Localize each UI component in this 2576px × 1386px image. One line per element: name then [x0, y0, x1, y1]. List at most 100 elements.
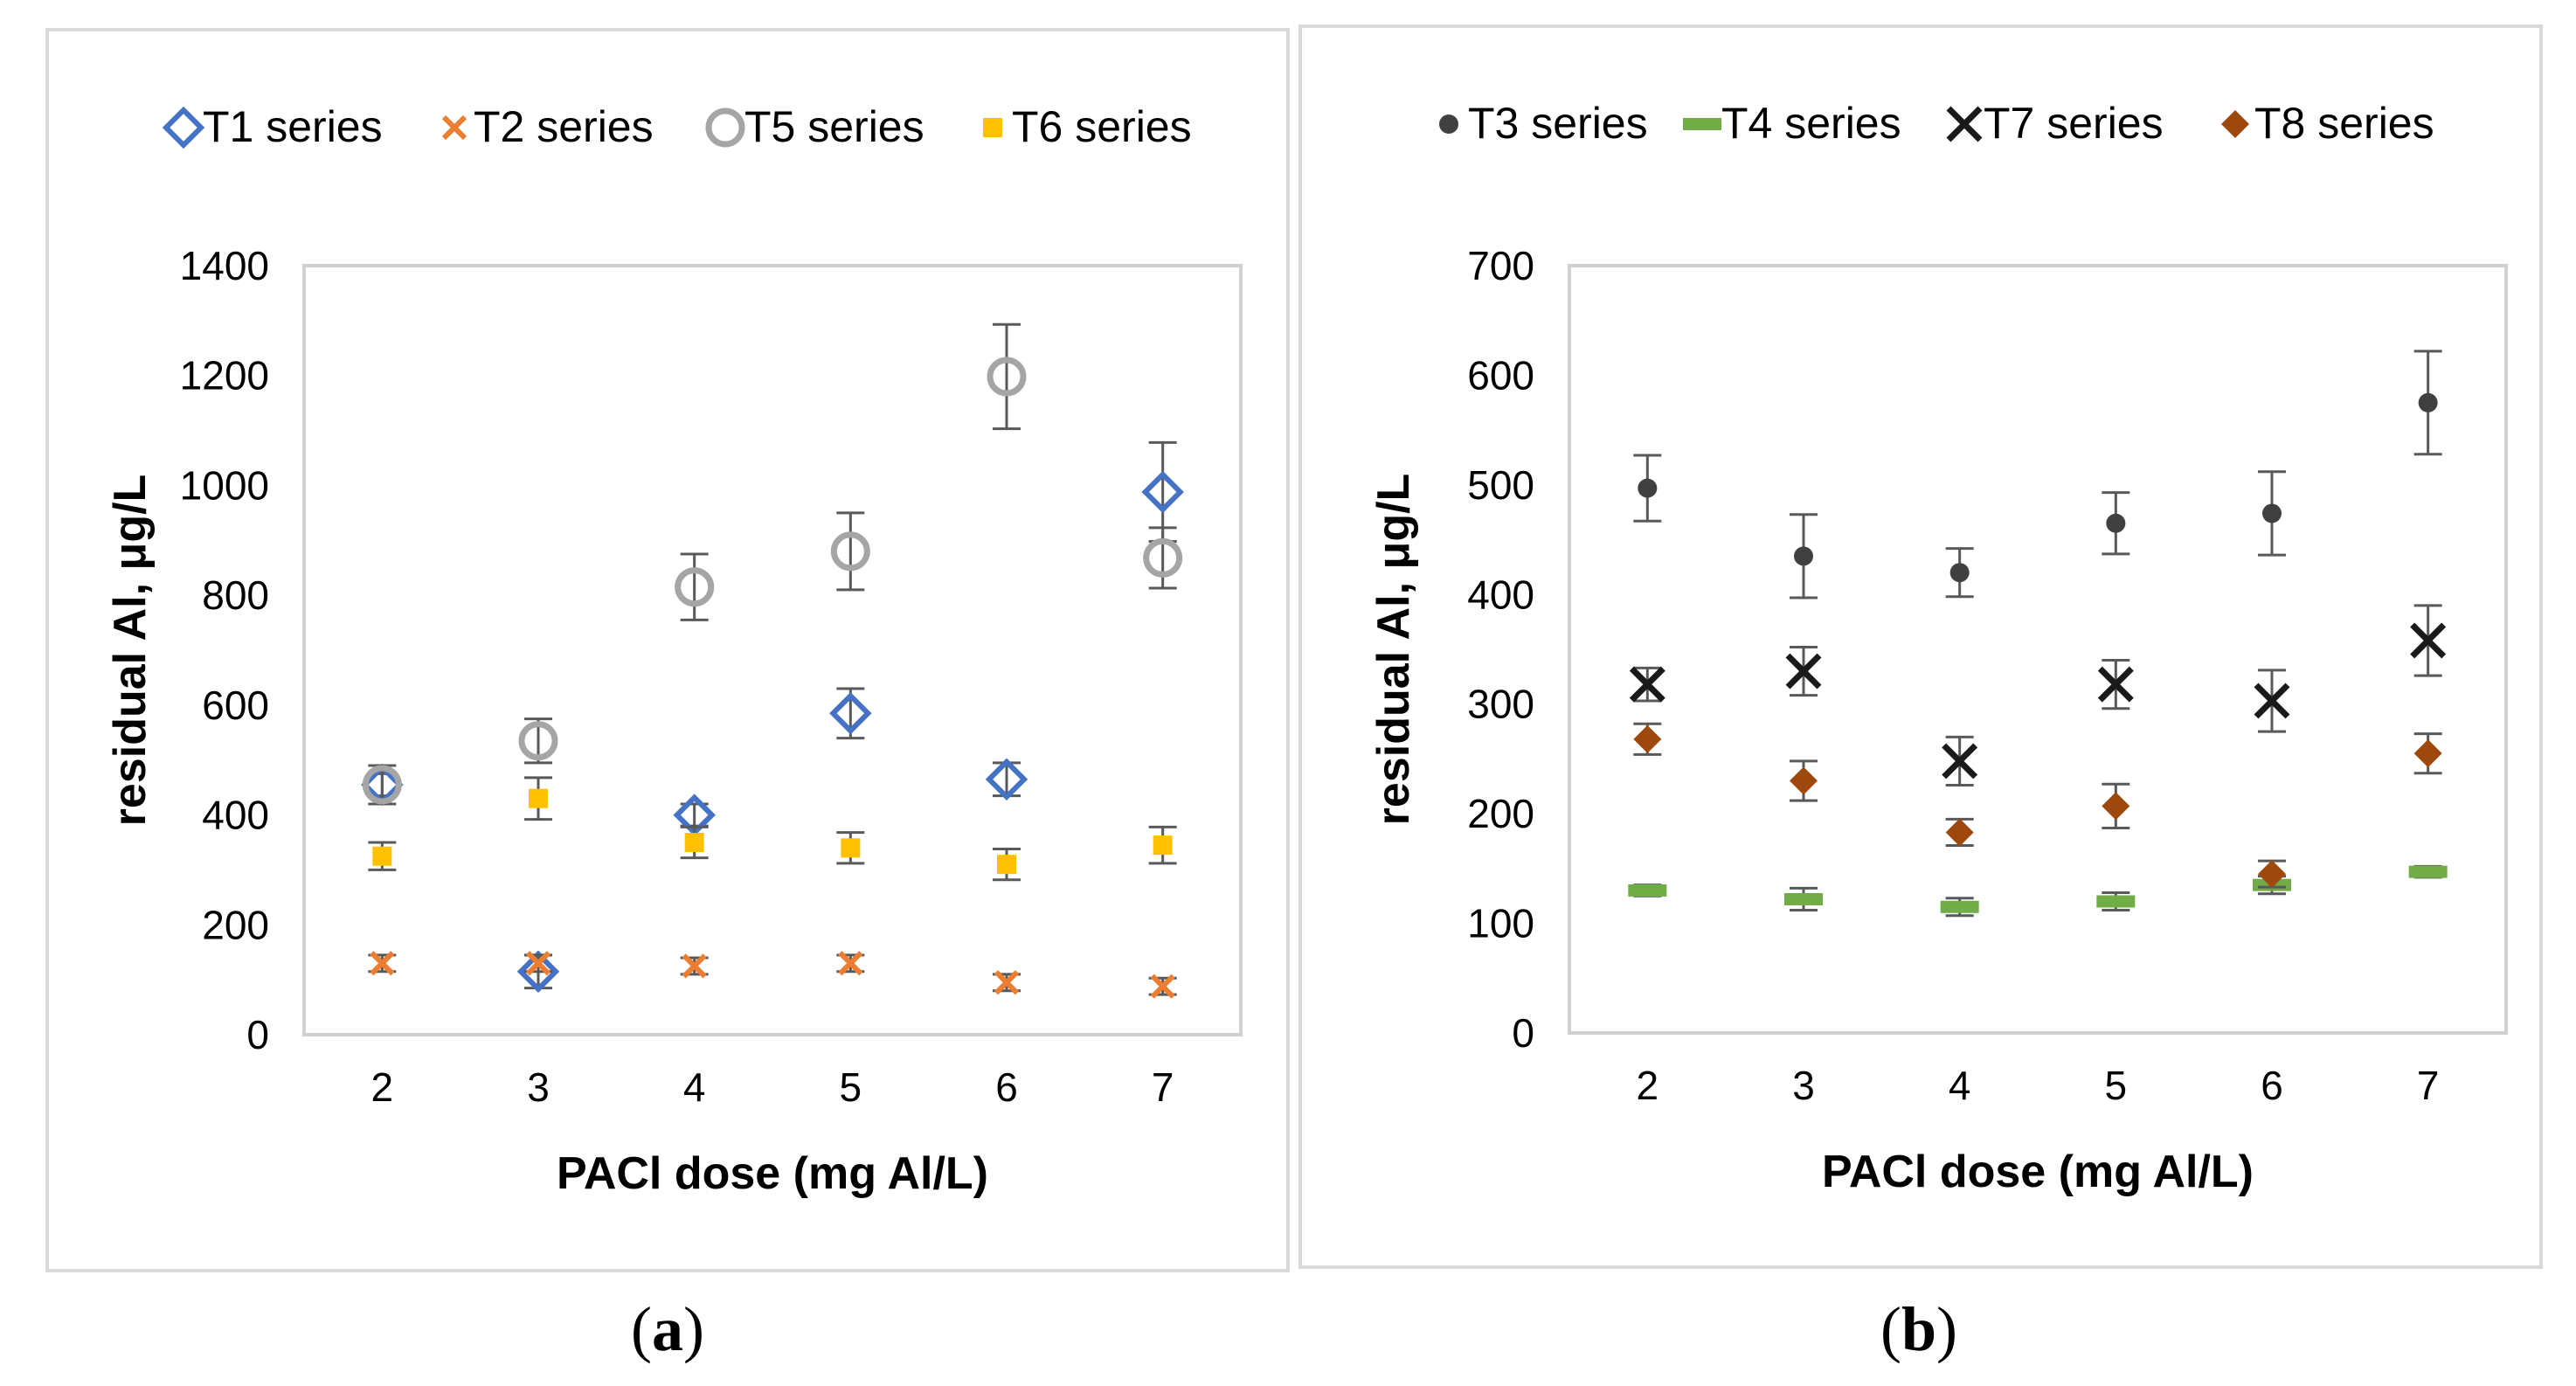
- error-bar-a-2: [993, 322, 1021, 431]
- data-point-b-1: [1628, 884, 1667, 897]
- caption-b: (b): [1880, 1294, 1957, 1364]
- x-tick-label-a: 2: [371, 1064, 394, 1110]
- data-point-b-2: [1785, 653, 1822, 690]
- chart-a-svg: 0 200 400 600 800 1000 1200 1400 2 3 4 5 6 7 PACl dose…: [105, 102, 1243, 1199]
- y-tick-label-a: 400: [202, 793, 269, 838]
- y-tick-label-b: 300: [1467, 682, 1534, 727]
- error-bar-a-0: [993, 761, 1021, 798]
- legend-label-a-2: T5 series: [744, 102, 924, 151]
- legend-item-a-0: T1 series: [162, 102, 383, 151]
- data-point-b-0: [2262, 503, 2282, 523]
- series-b-0: [1633, 350, 2442, 599]
- data-point-b-0: [2418, 392, 2438, 412]
- legend-label-a-1: T2 series: [474, 102, 654, 151]
- legend-marker-b-2: [1946, 106, 1983, 142]
- caption-a: (a): [631, 1294, 704, 1364]
- data-point-a-3: [1153, 835, 1173, 856]
- data-point-b-0: [2106, 513, 2126, 533]
- x-tick-label-b: 6: [2261, 1063, 2283, 1108]
- x-axis-title-a: PACl dose (mg Al/L): [557, 1148, 988, 1199]
- legend-marker-b-1: [1683, 118, 1721, 130]
- data-point-a-2: [518, 721, 558, 761]
- y-tick-label-b: 600: [1467, 352, 1534, 398]
- y-tick-label-a: 600: [202, 683, 269, 728]
- data-point-a-3: [997, 855, 1016, 875]
- data-point-a-1: [525, 951, 551, 976]
- y-tick-label-b: 0: [1512, 1010, 1534, 1056]
- y-tick-label-a: 1000: [180, 462, 269, 508]
- chart-panel-b: 0 100 200 300 400 500 600 700 2 3 4 5 6 7 PACl dose (m…: [1298, 24, 2543, 1269]
- series-b-2: [1629, 604, 2447, 787]
- data-point-a-0: [1141, 470, 1184, 514]
- data-point-a-2: [675, 567, 715, 607]
- legend-marker-b-0: [1439, 114, 1458, 134]
- x-axis-title-b: PACl dose (mg Al/L): [1822, 1147, 2254, 1197]
- error-bar-a-2: [680, 552, 709, 621]
- plot-area-a: [302, 264, 1243, 1036]
- data-point-a-1: [370, 951, 395, 976]
- chart-b-svg: 0 100 200 300 400 500 600 700 2 3 4 5 6 7 PACl dose (m…: [1368, 99, 2508, 1197]
- series-a-3: [368, 776, 1177, 882]
- data-point-a-0: [985, 758, 1028, 800]
- x-tick-label-b: 3: [1792, 1063, 1815, 1108]
- error-bar-a-2: [836, 511, 865, 592]
- legend-label-a-3: T6 series: [1012, 102, 1192, 151]
- legend-item-a-2: T5 series: [705, 102, 924, 151]
- data-point-b-3: [1633, 724, 1662, 753]
- data-point-a-2: [362, 765, 402, 805]
- data-point-b-0: [1794, 546, 1813, 566]
- data-point-a-1: [682, 953, 707, 979]
- y-tick-label-a: 1400: [180, 243, 269, 288]
- legend-item-b-2: T7 series: [1946, 99, 2164, 148]
- legend-item-a-3: T6 series: [983, 102, 1192, 151]
- y-tick-label-b: 700: [1467, 243, 1534, 288]
- legend-marker-a-0: [162, 106, 205, 149]
- data-point-b-3: [2258, 860, 2286, 889]
- series-a-2: [362, 322, 1183, 806]
- legend-item-a-1: T2 series: [441, 102, 654, 151]
- x-tick-label-a: 6: [995, 1064, 1018, 1110]
- x-tick-label-a: 3: [527, 1064, 550, 1110]
- data-point-b-2: [2097, 666, 2134, 703]
- data-point-a-0: [829, 692, 872, 735]
- x-tick-label-a: 4: [683, 1064, 706, 1110]
- data-point-a-1: [1150, 974, 1175, 999]
- data-point-b-3: [1945, 818, 1974, 847]
- data-point-b-3: [2413, 739, 2442, 768]
- y-tick-label-a: 0: [246, 1012, 269, 1057]
- x-tick-label-b: 2: [1637, 1063, 1659, 1108]
- x-tick-label-b: 5: [2105, 1063, 2128, 1108]
- x-tick-label-a: 5: [840, 1064, 862, 1110]
- legend-marker-b-3: [2221, 110, 2249, 138]
- data-point-b-0: [1949, 563, 1970, 583]
- legend-marker-a-2: [705, 107, 745, 148]
- data-point-a-3: [372, 846, 392, 866]
- x-tick-label-b: 4: [1949, 1063, 1971, 1108]
- legend-item-b-0: T3 series: [1439, 99, 1648, 148]
- plot-area-b: [1568, 264, 2508, 1035]
- data-point-b-1: [1940, 900, 1979, 913]
- data-point-a-3: [841, 838, 861, 858]
- data-point-b-2: [2410, 622, 2447, 659]
- legend-item-b-3: T8 series: [2221, 99, 2434, 148]
- series-b-1: [1628, 864, 2448, 918]
- x-tick-label-a: 7: [1152, 1064, 1174, 1110]
- y-tick-label-a: 800: [202, 572, 269, 618]
- series-a-0: [361, 440, 1184, 993]
- chart-panel-a: 0 200 400 600 800 1000 1200 1400 2 3 4 5 6 7 PACl dose…: [45, 28, 1290, 1272]
- legend-label-a-0: T1 series: [203, 102, 383, 151]
- data-point-a-2: [830, 531, 870, 572]
- data-point-a-2: [987, 357, 1027, 397]
- data-point-a-2: [1143, 537, 1183, 578]
- data-point-a-1: [994, 970, 1020, 995]
- legend-label-b-3: T8 series: [2254, 99, 2434, 148]
- data-point-b-1: [1784, 892, 1823, 905]
- data-point-a-1: [838, 951, 863, 976]
- legend-label-b-1: T4 series: [1721, 99, 1901, 148]
- legend-label-b-0: T3 series: [1468, 99, 1648, 148]
- data-point-b-2: [1942, 743, 1978, 780]
- data-point-b-1: [2096, 895, 2136, 908]
- y-tick-label-a: 1200: [180, 353, 269, 398]
- y-axis-title-a: residual Al, μg/L: [105, 475, 156, 827]
- data-point-a-3: [529, 788, 548, 808]
